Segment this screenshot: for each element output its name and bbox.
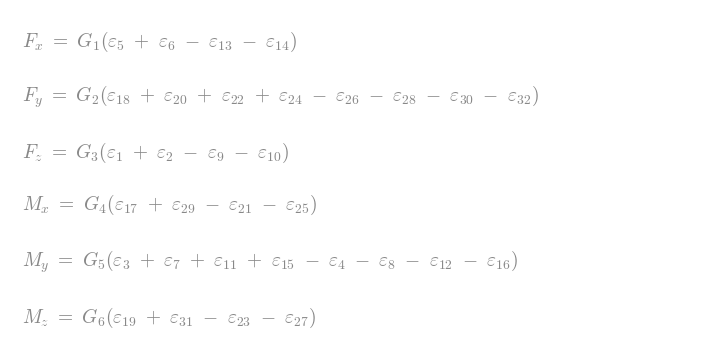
Text: $F_y\ =\ G_2(\varepsilon_{18}\ +\ \varepsilon_{20}\ +\ \varepsilon_{22}\ +\ \var: $F_y\ =\ G_2(\varepsilon_{18}\ +\ \varep… — [22, 83, 539, 110]
Text: $M_y\ =\ G_5(\varepsilon_3\ +\ \varepsilon_7\ +\ \varepsilon_{11}\ +\ \varepsilo: $M_y\ =\ G_5(\varepsilon_3\ +\ \varepsil… — [22, 248, 518, 275]
Text: $F_z\ =\ G_3(\varepsilon_1\ +\ \varepsilon_2\ -\ \varepsilon_9\ -\ \varepsilon_{: $F_z\ =\ G_3(\varepsilon_1\ +\ \varepsil… — [22, 141, 289, 165]
Text: $M_z\ =\ G_6(\varepsilon_{19}\ +\ \varepsilon_{31}\ -\ \varepsilon_{23}\ -\ \var: $M_z\ =\ G_6(\varepsilon_{19}\ +\ \varep… — [22, 306, 316, 330]
Text: $M_x\ =\ G_4(\varepsilon_{17}\ +\ \varepsilon_{29}\ -\ \varepsilon_{21}\ -\ \var: $M_x\ =\ G_4(\varepsilon_{17}\ +\ \varep… — [22, 193, 317, 217]
Text: $F_x\ =\ G_1(\varepsilon_5\ +\ \varepsilon_6\ -\ \varepsilon_{13}\ -\ \varepsilo: $F_x\ =\ G_1(\varepsilon_5\ +\ \varepsil… — [22, 30, 297, 54]
